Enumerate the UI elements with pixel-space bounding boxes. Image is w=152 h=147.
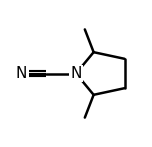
Text: N: N bbox=[16, 66, 27, 81]
Text: N: N bbox=[70, 66, 82, 81]
